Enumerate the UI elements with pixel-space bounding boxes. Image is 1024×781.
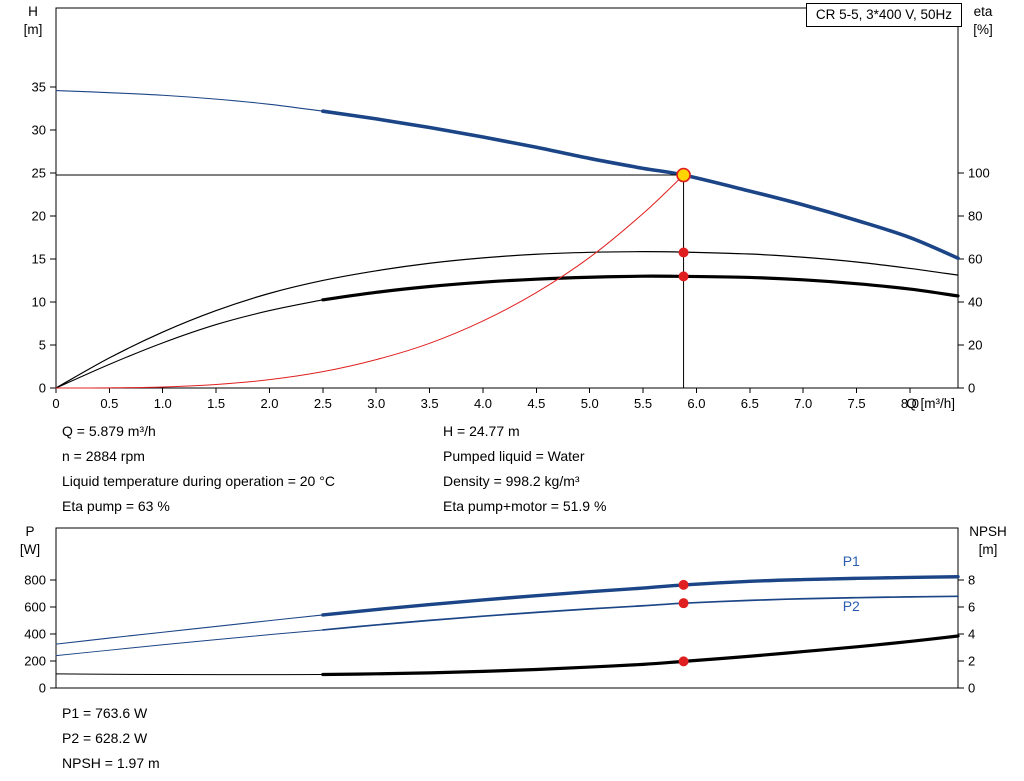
series-label-p2: P2 <box>843 598 860 614</box>
npsh-curve-lead <box>55 673 324 676</box>
duty-point-marker <box>676 167 691 183</box>
eta-pump-curve <box>55 251 959 389</box>
top-chart: 0 5 10 15 20 25 30 35 0 20 40 60 80 100 0 0.5 1.0 1.5 2.0 2… <box>24 4 993 411</box>
pump-title-box: CR 5-5, 3*400 V, 50Hz <box>805 3 962 27</box>
x-axis-title: Q [m³/h] <box>906 396 955 411</box>
info-line-npsh: NPSH = 1.97 m <box>62 755 160 771</box>
right-axis-tick-label: 60 <box>968 251 982 266</box>
left-axis-tick-label: 600 <box>24 599 46 614</box>
duty-info-panel: Q = 5.879 m³/h n = 2884 rpm Liquid tempe… <box>62 419 942 519</box>
right-axis-title: [m] <box>979 542 998 557</box>
info-line-rpm: n = 2884 rpm <box>62 448 145 464</box>
info-line-liquid: Pumped liquid = Water <box>443 448 585 464</box>
npsh-curve <box>321 634 960 677</box>
x-axis-tick-label: 5.0 <box>581 396 599 411</box>
left-axis-tick-label: 5 <box>39 338 46 353</box>
right-axis-tick-label: 0 <box>968 681 975 696</box>
x-axis-tick-label: 0 <box>52 396 59 411</box>
x-axis-tick-label: 2.5 <box>314 396 332 411</box>
left-axis-tick-label: 25 <box>32 166 46 181</box>
duty-info-right-column: H = 24.77 m Pumped liquid = Water Densit… <box>443 419 942 519</box>
p2-curve-lead <box>55 629 324 657</box>
info-line-eta-pump-motor: Eta pump+motor = 51.9 % <box>443 498 607 514</box>
pump-title-label: CR 5-5, 3*400 V, 50Hz <box>815 7 952 22</box>
right-axis-tick-label: 40 <box>968 294 982 309</box>
plot-frame <box>55 7 959 389</box>
series-label-p1: P1 <box>843 553 860 569</box>
npsh-point-marker <box>678 656 689 667</box>
x-axis-tick-label: 8.0 <box>901 396 919 411</box>
left-axis-tick-label: 0 <box>39 381 46 396</box>
left-axis-tick-label: 400 <box>24 626 46 641</box>
right-axis-tick-label: 6 <box>968 599 975 614</box>
x-axis-tick-label: 0.5 <box>100 396 118 411</box>
left-axis-tick-label: 0 <box>39 681 46 696</box>
p1-curve-lead <box>55 614 324 645</box>
info-line-p2: P2 = 628.2 W <box>62 730 148 746</box>
info-line-h: H = 24.77 m <box>443 423 520 439</box>
right-axis-tick-label: 4 <box>968 626 975 641</box>
info-line-p1: P1 = 763.6 W <box>62 705 148 721</box>
x-axis-tick-label: 5.5 <box>634 396 652 411</box>
left-axis-tick-label: 15 <box>32 252 46 267</box>
power-info-panel: P1 = 763.6 W P2 = 628.2 W NPSH = 1.97 m <box>62 701 160 776</box>
x-axis-tick-label: 7.5 <box>848 396 866 411</box>
x-axis-tick-label: 4.0 <box>474 396 492 411</box>
system-curve <box>55 174 685 389</box>
info-line-eta-pump: Eta pump = 63 % <box>62 498 170 514</box>
left-axis-tick-label: 30 <box>32 123 46 138</box>
left-axis-tick-label: 200 <box>24 653 46 668</box>
x-axis-tick-label: 6.0 <box>687 396 705 411</box>
eta-pump-motor-curve <box>321 274 960 302</box>
right-axis-tick-label: 20 <box>968 337 982 352</box>
right-axis-title: eta <box>974 4 993 19</box>
x-axis-tick-label: 6.5 <box>741 396 759 411</box>
left-axis-tick-label: 800 <box>24 572 46 587</box>
head-curve <box>321 109 960 260</box>
right-axis-tick-label: 8 <box>968 572 975 587</box>
right-axis-tick-label: 0 <box>968 381 975 396</box>
right-axis-title: NPSH <box>969 524 1007 539</box>
info-line-temperature: Liquid temperature during operation = 20… <box>62 473 335 489</box>
left-axis-title: H <box>28 4 38 19</box>
p2-point-marker <box>678 598 689 609</box>
p1-point-marker <box>678 579 689 590</box>
left-axis-title: P <box>25 524 34 539</box>
p2-curve <box>322 595 959 631</box>
x-axis-tick-label: 1.5 <box>207 396 225 411</box>
info-line-q: Q = 5.879 m³/h <box>62 423 156 439</box>
right-axis-tick-label: 2 <box>968 653 975 668</box>
info-line-density: Density = 998.2 kg/m³ <box>443 473 580 489</box>
plot-frame <box>55 527 959 689</box>
eta-pump-motor-lead <box>55 299 324 389</box>
x-axis-tick-label: 4.5 <box>527 396 545 411</box>
eta-pump-point-marker <box>678 247 689 258</box>
duty-info-left-column: Q = 5.879 m³/h n = 2884 rpm Liquid tempe… <box>62 419 443 519</box>
right-axis-tick-label: 80 <box>968 208 982 223</box>
x-axis-tick-label: 3.0 <box>367 396 385 411</box>
left-axis-tick-label: 20 <box>32 209 46 224</box>
eta-pump-motor-point-marker <box>678 271 689 282</box>
x-axis-tick-label: 1.0 <box>154 396 172 411</box>
x-axis-tick-label: 2.0 <box>260 396 278 411</box>
left-axis-tick-label: 10 <box>32 295 46 310</box>
left-axis-title: [m] <box>24 22 43 37</box>
right-axis-title: [%] <box>973 22 993 37</box>
left-axis-title: [W] <box>20 542 40 557</box>
right-axis-tick-label: 100 <box>968 165 990 180</box>
x-axis-tick-label: 7.0 <box>794 396 812 411</box>
left-axis-tick-label: 35 <box>32 80 46 95</box>
x-axis-tick-label: 3.5 <box>421 396 439 411</box>
head-curve-lead <box>55 89 324 112</box>
p1-curve <box>321 575 960 617</box>
bottom-chart: 0 200 400 600 800 0 2 4 6 8 P [W] NPSH [m] P1 P2 <box>20 524 1007 696</box>
